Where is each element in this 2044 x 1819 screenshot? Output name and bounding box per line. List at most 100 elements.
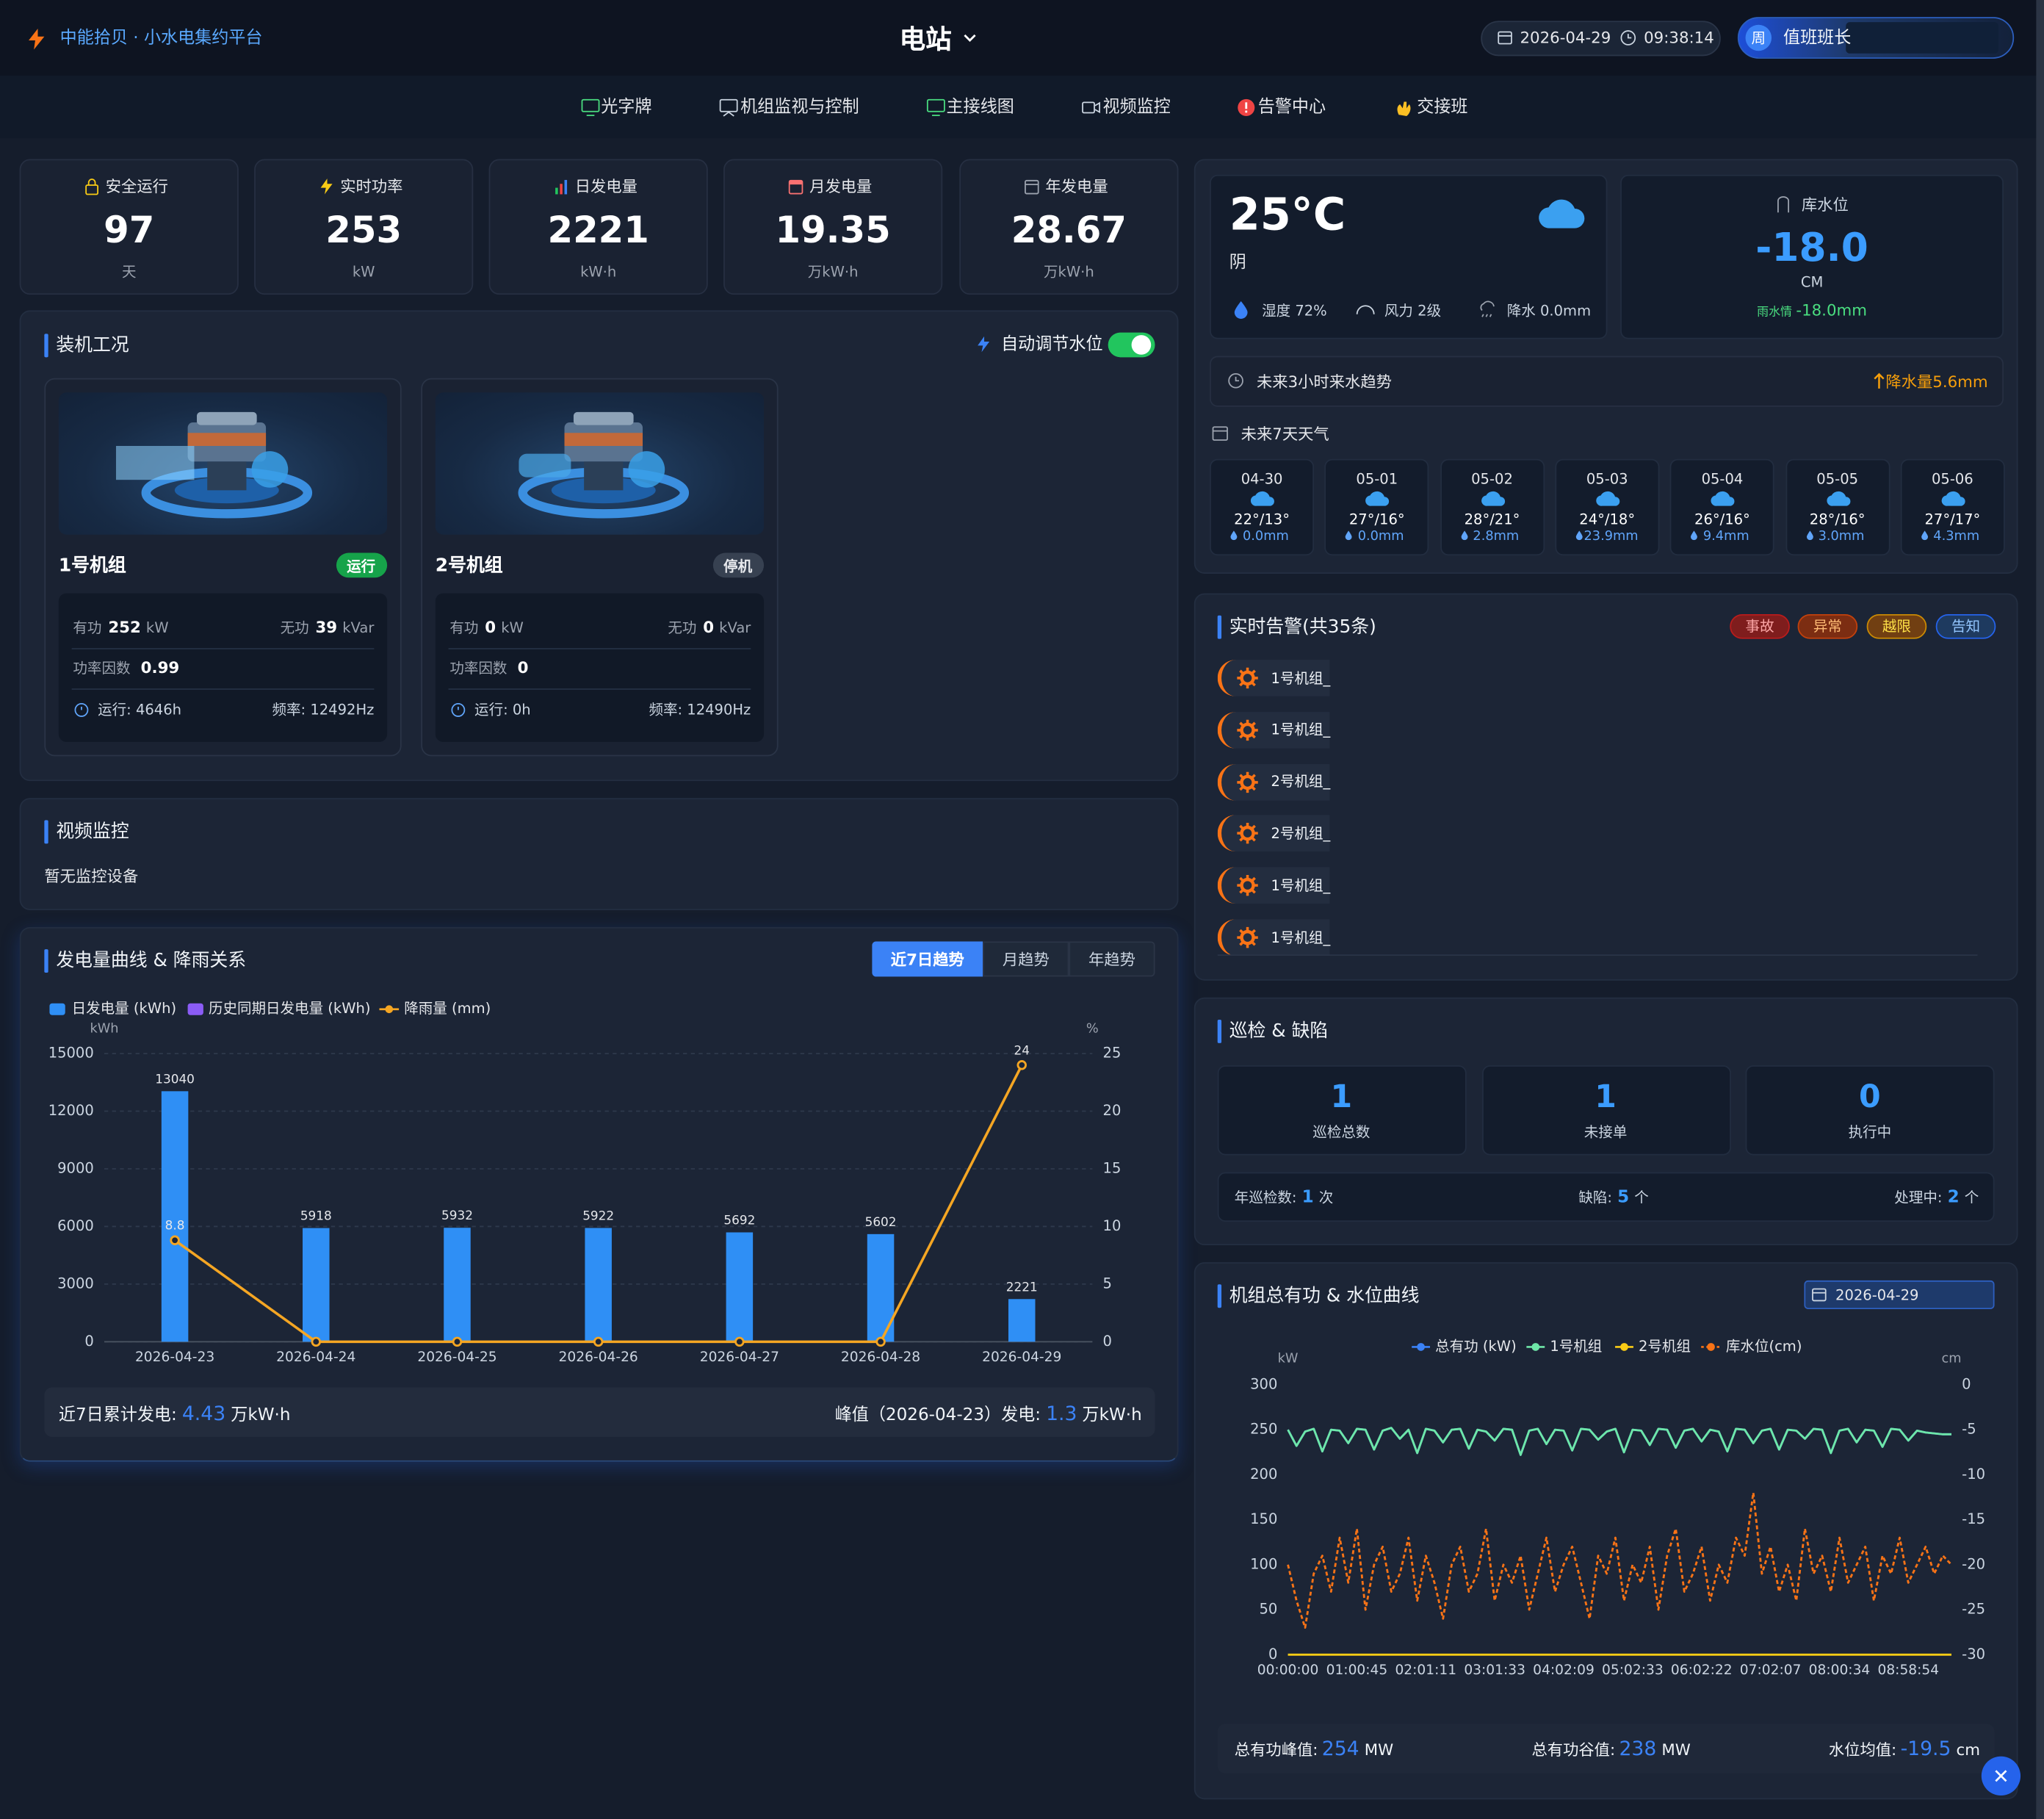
day-rain: 0.0mm: [1357, 528, 1404, 544]
decor: [115, 446, 195, 480]
y-axis-unit: kWh: [90, 1021, 118, 1036]
kpi-value: 28.67: [1011, 208, 1127, 252]
nav-item[interactable]: 视频监控: [1102, 98, 1171, 118]
decor: [1874, 372, 1885, 389]
decor: [1245, 110, 1248, 113]
nav-icon: [926, 98, 945, 116]
alarm-item[interactable]: [1217, 815, 1330, 852]
alarm-text[interactable]: 1号机组_: [1271, 876, 1331, 895]
status-badge: [336, 552, 388, 578]
decor: [1240, 826, 1255, 842]
decor: [1240, 670, 1255, 686]
text: MW: [1661, 1740, 1691, 1759]
tab[interactable]: [872, 941, 983, 977]
chart-date[interactable]: 2026-04-29: [1835, 1286, 1919, 1303]
y-tick-label: 9000: [57, 1159, 94, 1176]
kpi-icon: [320, 179, 333, 195]
tab-label[interactable]: 月趋势: [1002, 950, 1050, 969]
nav-icon: [1082, 101, 1100, 114]
chevron: [964, 34, 976, 43]
inspection-stat: 年巡检数: 1 次: [1235, 1186, 1333, 1208]
tab[interactable]: [983, 941, 1069, 977]
alarm-text[interactable]: 2号机组_: [1271, 825, 1331, 843]
text: kW: [501, 619, 524, 636]
decor: [926, 98, 945, 112]
nav-item[interactable]: 机组监视与控制: [740, 98, 859, 118]
date-picker[interactable]: [1804, 1280, 1995, 1309]
decor: [1691, 530, 1698, 541]
energy-footer: [44, 1387, 1155, 1437]
alarm-text[interactable]: 1号机组_: [1271, 669, 1331, 687]
kpi-value: 253: [325, 208, 402, 252]
alarm-tag[interactable]: [1866, 613, 1927, 639]
y2-tick-label: 0: [1103, 1333, 1112, 1350]
nav-item[interactable]: 交接班: [1417, 98, 1468, 118]
alarm-item[interactable]: [1217, 763, 1330, 801]
alarm-tag[interactable]: [1935, 613, 1996, 639]
day-date: 05-05: [1816, 469, 1859, 487]
decor: [789, 180, 803, 185]
decor: [964, 34, 976, 43]
decor: [1237, 771, 1258, 793]
nav-item[interactable]: 告警中心: [1257, 98, 1326, 118]
bar-value-label: 2221: [1006, 1279, 1038, 1294]
decor: [197, 411, 257, 425]
day-temp: 28°/16°: [1809, 510, 1866, 527]
decor: [723, 111, 734, 117]
y-tick-label: 100: [1250, 1555, 1277, 1572]
kpi-icon: [1025, 179, 1039, 195]
tab[interactable]: [1069, 941, 1155, 977]
line-point: [734, 1336, 745, 1347]
bar: [303, 1228, 330, 1342]
alarm-tag-label[interactable]: 越限: [1882, 617, 1911, 635]
alarm-item[interactable]: [1217, 919, 1330, 956]
bar-value-label: 5918: [300, 1209, 332, 1223]
decor: [1082, 101, 1095, 114]
station-title[interactable]: 电站: [899, 23, 952, 55]
alarm-item[interactable]: [1217, 867, 1330, 904]
alarm-icon: [1237, 823, 1258, 845]
alarm-tag[interactable]: [1797, 613, 1858, 639]
brand: 中能拾贝 · 小水电集约平台: [59, 29, 263, 48]
y2-tick-label: -15: [1962, 1510, 1985, 1527]
y2-tick-label: 0: [1962, 1375, 1971, 1392]
tab-label[interactable]: 近7日趋势: [890, 950, 964, 969]
line-value-label: 8.8: [165, 1218, 185, 1233]
decor: [251, 451, 289, 488]
level-label: 库水位: [1801, 195, 1849, 215]
unit-name: 2号机组: [435, 555, 503, 576]
alarm-tag-label[interactable]: 异常: [1813, 617, 1842, 635]
alarm-item[interactable]: [1217, 711, 1330, 749]
alarm-text[interactable]: 2号机组_: [1271, 773, 1331, 790]
day-date: 05-03: [1586, 469, 1628, 487]
kpi-unit: kW·h: [580, 262, 617, 280]
run-hours: 运行: 4646h: [98, 700, 182, 718]
alarm-tag-label[interactable]: 告知: [1951, 617, 1981, 635]
alarm-tag[interactable]: [1730, 613, 1790, 639]
decor: [87, 179, 96, 186]
rain-icon: [1480, 300, 1495, 317]
alarm-text[interactable]: 1号机组_: [1271, 721, 1331, 739]
alarm-item[interactable]: [1217, 660, 1330, 696]
bar-value-label: 5692: [723, 1213, 755, 1228]
alarm-text[interactable]: 1号机组_: [1271, 929, 1331, 946]
stat-label: 未接单: [1583, 1123, 1628, 1141]
alarm-tag-label[interactable]: 事故: [1745, 617, 1774, 635]
day-rain: 9.4mm: [1702, 528, 1749, 544]
text: 万kW·h: [1082, 1405, 1142, 1425]
day-temp: 27°/16°: [1348, 510, 1405, 527]
decor: [187, 433, 267, 447]
text: cm: [1956, 1740, 1981, 1759]
text: 2: [1947, 1187, 1960, 1207]
nav-item[interactable]: 主接线图: [946, 98, 1014, 118]
y2-tick-label: -5: [1962, 1421, 1976, 1438]
text: 总有功谷值:: [1531, 1740, 1616, 1759]
tab-label[interactable]: 年趋势: [1088, 950, 1135, 969]
text: 万kW·h: [231, 1405, 291, 1425]
stat-value: 1: [1330, 1078, 1353, 1115]
x-tick-label: 2026-04-24: [276, 1350, 355, 1365]
toggle-knob: [1131, 335, 1152, 355]
auto-icon: [978, 336, 990, 353]
nav-item[interactable]: 光字牌: [601, 98, 652, 118]
